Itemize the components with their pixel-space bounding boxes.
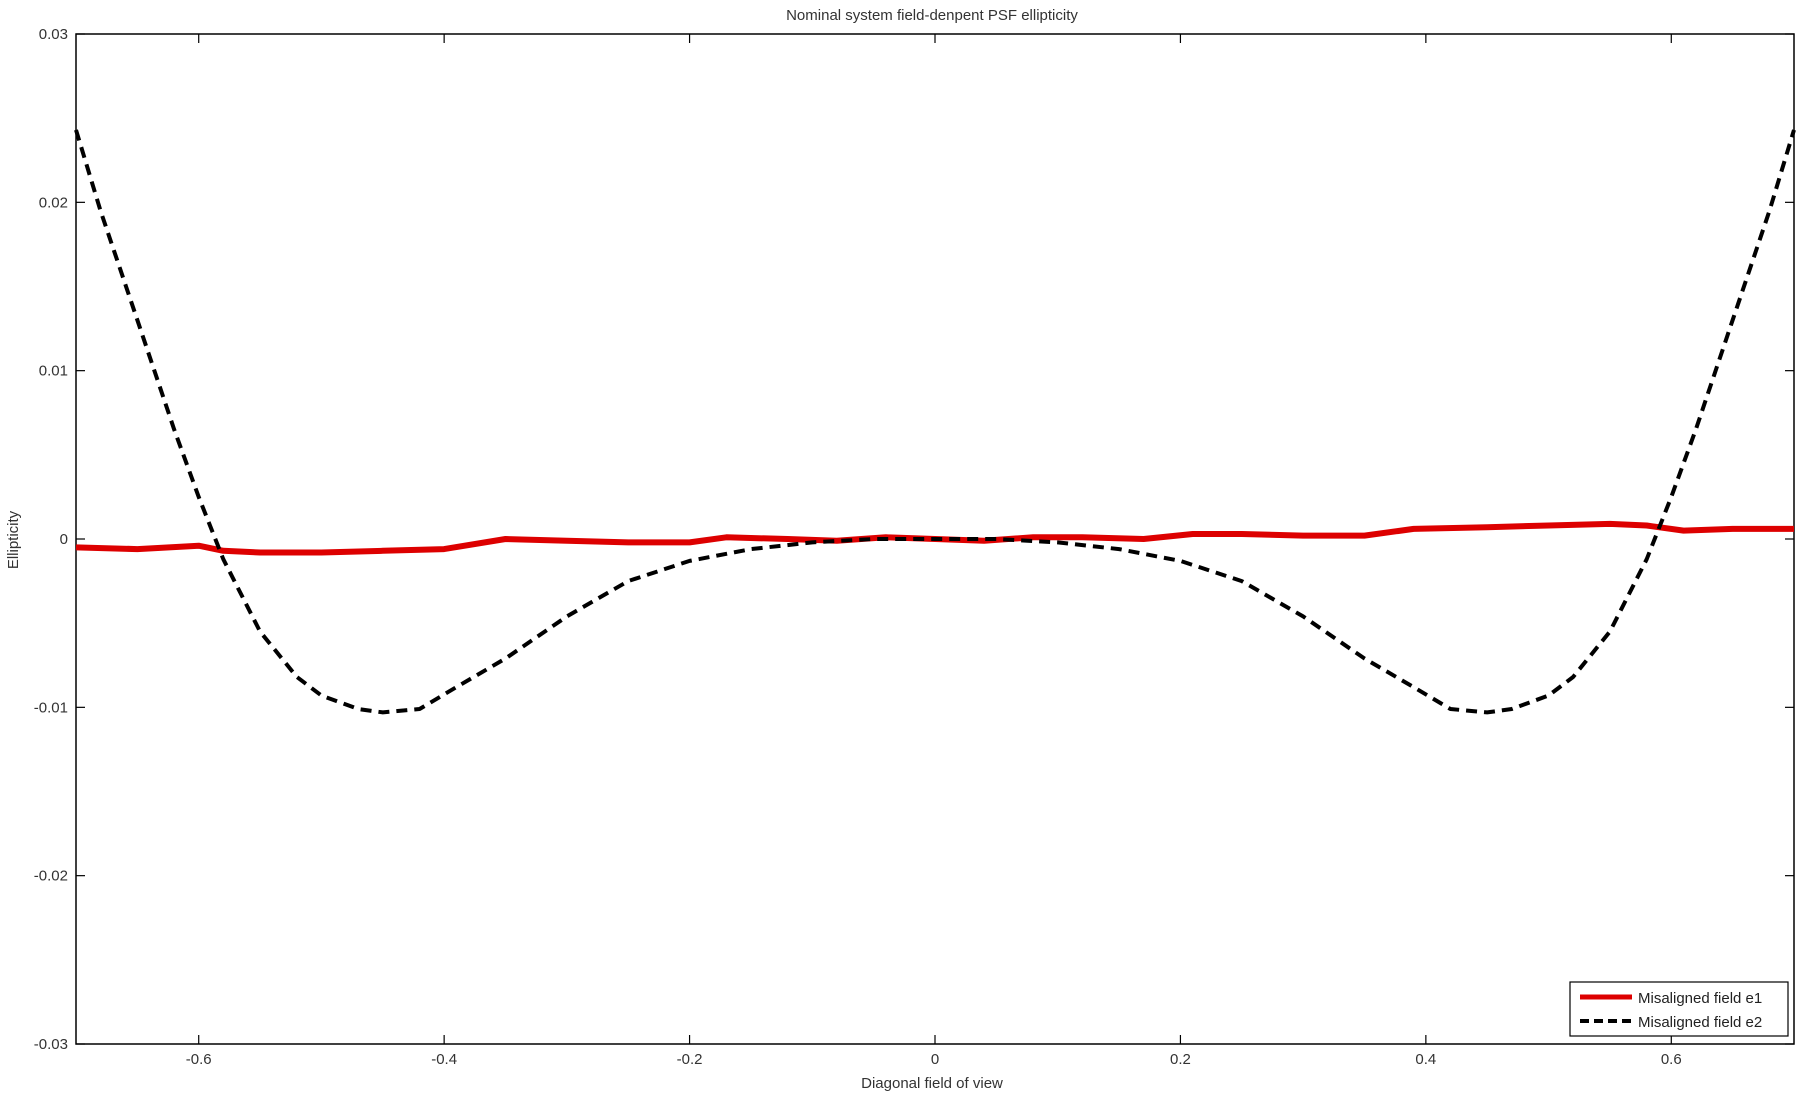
y-axis-label: Ellipticity	[5, 510, 22, 569]
x-tick-label: 0.6	[1661, 1051, 1682, 1068]
y-tick-label: 0.01	[39, 363, 68, 380]
x-tick-label: 0	[931, 1051, 939, 1068]
y-tick-label: -0.01	[34, 699, 68, 716]
legend: Misaligned field e1 Misaligned field e2	[1569, 981, 1789, 1037]
series-lines	[74, 129, 1796, 715]
x-tick-label: 0.2	[1170, 1051, 1191, 1068]
y-tick-label: 0.03	[39, 26, 68, 43]
legend-box	[1569, 981, 1789, 1037]
y-tick-label: 0	[60, 531, 68, 548]
y-ticks: -0.03 -0.02 -0.01 0 0.01 0.02 0.03	[34, 26, 1794, 1053]
chart-title: Nominal system field-denpent PSF ellipti…	[786, 7, 1078, 24]
y-tick-label: 0.02	[39, 194, 68, 211]
x-tick-label: 0.4	[1415, 1051, 1436, 1068]
x-axis-label: Diagonal field of view	[861, 1075, 1003, 1092]
legend-label-e2: Misaligned field e2	[1638, 1014, 1762, 1031]
y-tick-label: -0.02	[34, 868, 68, 885]
x-tick-label: -0.4	[431, 1051, 457, 1068]
legend-label-e1: Misaligned field e1	[1638, 990, 1762, 1007]
y-tick-label: -0.03	[34, 1036, 68, 1053]
x-tick-label: -0.2	[677, 1051, 703, 1068]
series-line-2	[74, 129, 1796, 715]
x-tick-label: -0.6	[186, 1051, 212, 1068]
